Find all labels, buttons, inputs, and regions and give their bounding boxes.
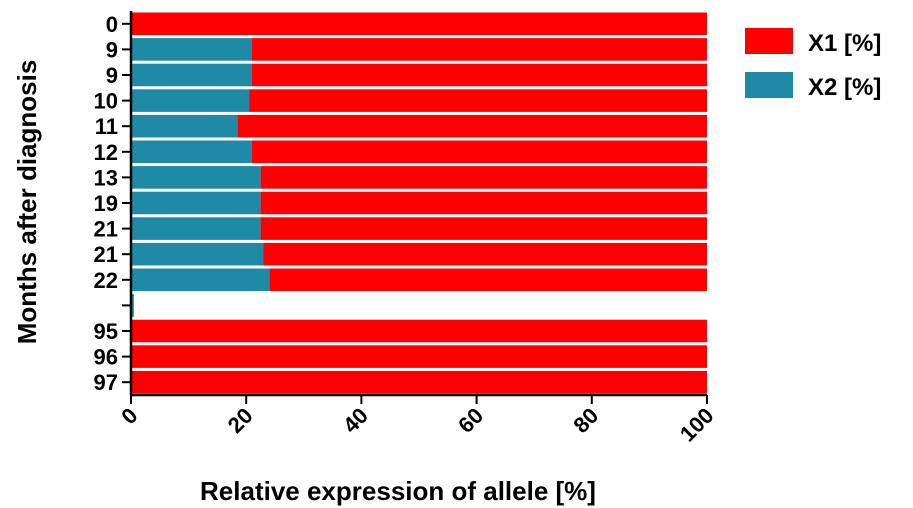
bar-x1-row-14 <box>131 370 707 394</box>
bar-x1-row-8 <box>260 217 707 240</box>
legend-label-x2: X2 [%] <box>808 74 881 101</box>
x-tick-label: 40 <box>338 403 373 438</box>
legend-swatch-x2 <box>745 72 793 98</box>
bar-x2-row-11 <box>131 294 134 317</box>
bar-x2-row-7 <box>131 191 261 215</box>
bar-x1-row-10 <box>269 268 707 292</box>
y-tick-label: 96 <box>94 345 118 370</box>
x-tick-label: 60 <box>453 403 488 438</box>
x-tick-label: 0 <box>116 403 142 429</box>
bar-x2-row-9 <box>131 242 264 266</box>
bar-x1-row-1 <box>251 38 707 61</box>
x-tick-label: 80 <box>568 403 603 438</box>
bar-x1-row-2 <box>251 63 707 87</box>
bars-group <box>131 12 707 394</box>
y-tick-label: 97 <box>94 370 118 395</box>
y-tick-label: 22 <box>94 268 118 293</box>
x-axis-title: Relative expression of allele [%] <box>200 476 596 506</box>
y-tick-label: 21 <box>94 217 118 242</box>
bar-x1-row-9 <box>263 242 707 266</box>
bar-x1-row-5 <box>251 140 707 164</box>
y-tick-label: 19 <box>94 191 118 216</box>
y-tick-label: 21 <box>94 242 118 267</box>
y-axis-title: Months after diagnosis <box>12 60 42 345</box>
bar-x1-row-12 <box>131 319 707 343</box>
bar-x2-row-4 <box>131 114 238 138</box>
axes-group <box>122 11 708 404</box>
bar-x1-row-0 <box>131 12 707 36</box>
y-tick-label: 11 <box>95 114 118 139</box>
y-tick-label: 12 <box>94 140 118 165</box>
bar-x2-row-8 <box>131 217 261 240</box>
bar-x2-row-5 <box>131 140 252 164</box>
bar-x1-row-13 <box>131 345 707 368</box>
legend-swatch-x1 <box>745 28 793 54</box>
bar-x2-row-10 <box>131 268 270 292</box>
x-tick-label: 20 <box>223 403 258 438</box>
bar-x2-row-1 <box>131 38 252 61</box>
bar-x1-row-3 <box>249 89 707 112</box>
y-tick-label: 9 <box>106 63 118 88</box>
x-tick-labels: 0 20 40 60 80 100 <box>116 403 718 447</box>
x-tick-label: 100 <box>675 403 719 447</box>
y-tick-label: 9 <box>106 37 118 62</box>
y-tick-label: 95 <box>94 319 118 344</box>
bar-x1-row-7 <box>260 191 707 215</box>
bar-x1-row-4 <box>237 114 707 138</box>
legend-label-x1: X1 [%] <box>808 30 881 57</box>
legend: X1 [%] X2 [%] <box>745 28 881 101</box>
y-tick-label: 10 <box>94 89 118 114</box>
y-tick-label: 13 <box>94 165 118 190</box>
bar-x1-row-6 <box>260 166 707 189</box>
bar-x2-row-3 <box>131 89 250 112</box>
bar-x2-row-6 <box>131 166 261 189</box>
y-tick-label: 0 <box>106 12 118 37</box>
bar-x2-row-2 <box>131 63 252 87</box>
